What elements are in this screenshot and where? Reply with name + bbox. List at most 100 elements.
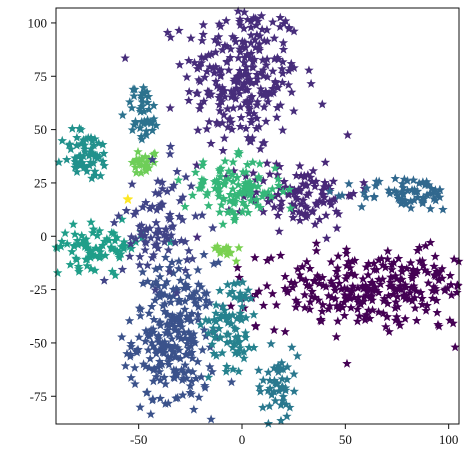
data-point xyxy=(81,134,91,144)
data-point xyxy=(255,144,266,154)
data-point xyxy=(189,329,199,339)
data-point xyxy=(131,237,141,247)
data-point xyxy=(249,181,260,191)
data-point xyxy=(194,62,205,72)
data-point xyxy=(139,106,149,116)
plot-frame xyxy=(55,7,460,425)
data-point xyxy=(210,183,220,193)
data-point xyxy=(228,166,239,176)
data-point xyxy=(230,93,241,103)
data-point xyxy=(276,400,286,410)
data-point xyxy=(210,34,220,44)
data-point xyxy=(387,264,397,274)
data-point xyxy=(255,31,265,41)
series-2 xyxy=(226,237,464,368)
data-point xyxy=(154,317,164,327)
data-point xyxy=(136,220,147,230)
data-point xyxy=(412,186,423,196)
data-point xyxy=(84,246,95,256)
data-point xyxy=(94,226,105,236)
data-point xyxy=(332,263,343,273)
data-point xyxy=(399,174,410,184)
data-point xyxy=(205,361,215,371)
data-point xyxy=(422,300,432,310)
data-point xyxy=(229,292,240,302)
data-point xyxy=(186,333,197,343)
data-point xyxy=(194,392,204,402)
data-point xyxy=(231,36,241,46)
data-point xyxy=(129,91,139,101)
data-point xyxy=(320,157,331,167)
data-point xyxy=(353,283,363,293)
data-point xyxy=(231,83,242,93)
data-point xyxy=(237,301,247,311)
y-tick-label: 75 xyxy=(34,69,47,84)
data-point xyxy=(211,61,221,71)
data-point xyxy=(151,217,161,227)
data-point xyxy=(258,375,268,385)
data-point xyxy=(168,221,178,231)
data-point xyxy=(237,207,248,217)
data-point xyxy=(216,163,226,173)
data-point xyxy=(248,168,259,178)
data-point xyxy=(367,295,378,305)
data-point xyxy=(143,91,154,101)
data-point xyxy=(290,201,300,211)
data-point xyxy=(381,321,391,331)
data-point xyxy=(125,238,136,248)
data-point xyxy=(190,167,201,177)
data-point xyxy=(229,76,239,86)
data-point xyxy=(307,176,317,186)
data-point xyxy=(431,286,441,296)
data-point xyxy=(54,157,64,167)
data-point xyxy=(290,278,300,288)
data-point xyxy=(272,170,283,180)
data-point xyxy=(76,138,86,149)
data-point xyxy=(151,277,161,287)
data-point xyxy=(361,309,372,319)
data-point xyxy=(429,270,440,280)
data-point xyxy=(85,157,96,167)
data-point xyxy=(390,173,400,183)
data-point xyxy=(407,296,417,306)
data-point xyxy=(116,241,127,251)
data-point xyxy=(257,191,268,201)
data-point xyxy=(263,385,273,395)
data-point xyxy=(310,181,320,191)
data-point xyxy=(152,205,162,215)
data-point xyxy=(86,149,97,159)
data-point xyxy=(73,261,84,271)
data-point xyxy=(277,77,288,87)
data-point xyxy=(72,132,82,142)
data-point xyxy=(411,286,422,296)
data-point xyxy=(417,198,428,208)
data-point xyxy=(222,57,232,67)
data-point xyxy=(218,194,228,204)
data-point xyxy=(272,52,283,62)
data-point xyxy=(432,189,443,199)
data-point xyxy=(64,140,74,150)
data-point xyxy=(180,360,190,370)
data-point xyxy=(345,262,356,272)
data-point xyxy=(141,223,152,233)
data-point xyxy=(180,333,190,343)
data-point xyxy=(242,182,253,192)
data-point xyxy=(369,192,380,202)
x-tick-label: -50 xyxy=(130,432,147,447)
data-point xyxy=(208,223,218,233)
data-point xyxy=(408,283,419,293)
data-point xyxy=(135,251,145,261)
data-point xyxy=(258,206,269,216)
data-point xyxy=(66,144,76,154)
data-point xyxy=(124,251,135,261)
data-point xyxy=(184,245,194,255)
data-point xyxy=(267,184,278,194)
data-point xyxy=(326,199,336,209)
data-point xyxy=(318,190,328,200)
data-point xyxy=(266,389,277,399)
data-point xyxy=(78,135,89,145)
data-point xyxy=(158,345,169,355)
data-point xyxy=(274,386,284,396)
data-point xyxy=(391,311,402,321)
data-point xyxy=(168,268,179,278)
